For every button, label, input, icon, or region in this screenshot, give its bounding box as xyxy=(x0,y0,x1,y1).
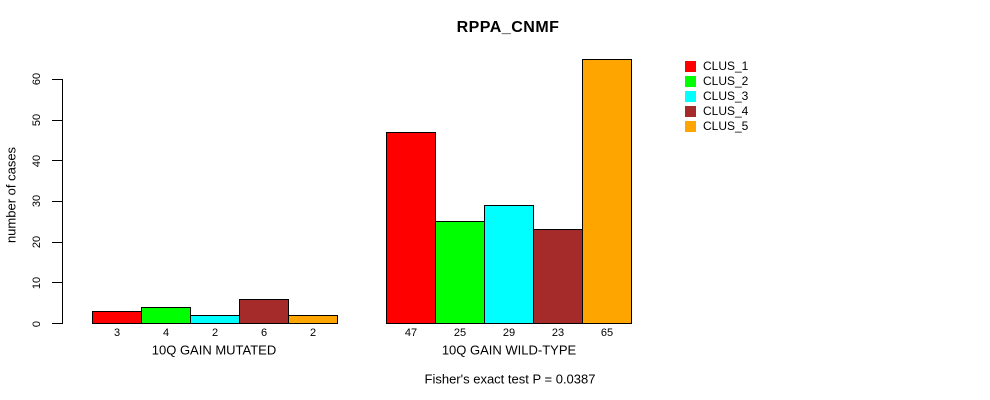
y-axis-tick xyxy=(52,200,62,202)
bar-value-label: 25 xyxy=(453,327,467,339)
y-axis-tick xyxy=(52,160,62,162)
legend-item-label: CLUS_4 xyxy=(703,104,749,118)
legend-item-clus_4: CLUS_4 xyxy=(685,105,785,120)
bar-value-label: 29 xyxy=(502,327,516,339)
y-axis-tick xyxy=(52,241,62,243)
y-axis-tick-label: 30 xyxy=(31,195,43,208)
bar-value-label: 47 xyxy=(404,327,418,339)
y-axis-tick-label: 0 xyxy=(31,320,43,327)
y-axis-tick-label: 40 xyxy=(31,154,43,167)
y-axis-tick-label: 10 xyxy=(31,276,43,289)
y-axis-tick-label: 50 xyxy=(31,113,43,127)
legend-item-clus_1: CLUS_1 xyxy=(685,60,785,75)
bar-clus_1-group2 xyxy=(386,132,436,324)
bar-value-label: 3 xyxy=(113,327,121,339)
legend-item-label: CLUS_3 xyxy=(703,89,749,103)
y-axis-label: number of cases xyxy=(3,146,19,244)
bar-value-label: 2 xyxy=(309,327,317,339)
bar-value-label: 2 xyxy=(211,327,219,339)
legend-color-swatch-icon xyxy=(685,106,696,117)
legend-item-clus_5: CLUS_5 xyxy=(685,120,785,135)
y-axis-tick-label: 60 xyxy=(31,73,43,86)
legend-color-swatch-icon xyxy=(685,121,696,132)
y-axis-tick-label: 20 xyxy=(31,236,43,249)
bar-clus_2-group1 xyxy=(141,307,191,324)
chart-title: RPPA_CNMF xyxy=(456,19,560,36)
legend-item-clus_3: CLUS_3 xyxy=(685,90,785,105)
x-group-label-mutated: 10Q GAIN MUTATED xyxy=(151,342,277,358)
bar-value-label: 6 xyxy=(260,327,268,339)
bar-value-label: 4 xyxy=(162,327,170,339)
caption-fisher-test: Fisher's exact test P = 0.0387 xyxy=(424,371,596,387)
bar-value-label: 65 xyxy=(600,327,614,339)
bar-clus_2-group2 xyxy=(435,221,485,324)
bar-clus_4-group2 xyxy=(533,229,583,324)
bar-clus_5-group2 xyxy=(582,59,632,324)
y-axis-tick xyxy=(52,78,62,80)
bar-value-label: 23 xyxy=(551,327,565,339)
legend-color-swatch-icon xyxy=(685,91,696,102)
y-axis-tick xyxy=(52,119,62,121)
y-axis-line xyxy=(62,78,63,324)
bar-clus_5-group1 xyxy=(288,315,338,324)
bar-clus_3-group2 xyxy=(484,205,534,324)
bar-clus_1-group1 xyxy=(92,311,142,324)
bar-clus_3-group1 xyxy=(190,315,240,324)
legend-color-swatch-icon xyxy=(685,76,696,87)
x-group-label-wild-type: 10Q GAIN WILD-TYPE xyxy=(441,342,577,358)
legend-color-swatch-icon xyxy=(685,61,696,72)
legend-item-label: CLUS_5 xyxy=(703,119,749,133)
legend-item-clus_2: CLUS_2 xyxy=(685,75,785,90)
bar-clus_4-group1 xyxy=(239,299,289,324)
legend-item-label: CLUS_1 xyxy=(703,59,749,73)
legend-item-label: CLUS_2 xyxy=(703,74,749,88)
y-axis-tick xyxy=(52,323,62,324)
y-axis-tick xyxy=(52,282,62,284)
